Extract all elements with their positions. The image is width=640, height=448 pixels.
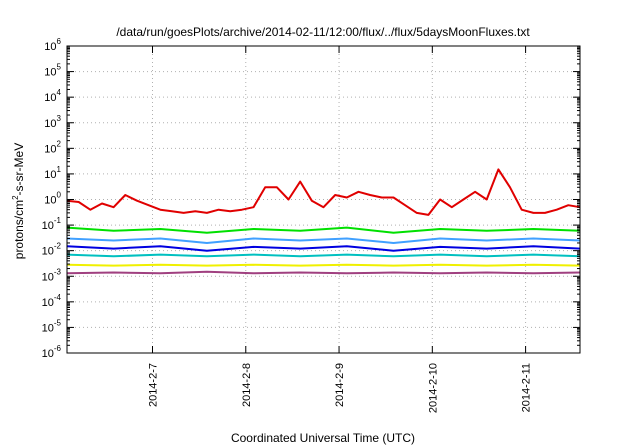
series-line-7	[66, 270, 581, 275]
y-tick-label: 100	[44, 191, 61, 207]
y-tick-label: 10-1	[42, 216, 62, 232]
y-tick-label: 10-2	[42, 242, 62, 258]
series-line-6	[66, 263, 581, 267]
y-tick-label: 10-4	[42, 293, 62, 309]
chart-title: /data/run/goesPlots/archive/2014-02-11/1…	[116, 25, 530, 39]
series-line-3	[66, 237, 581, 244]
x-tick-label: 2014-2-9	[334, 363, 346, 407]
plot-frame	[66, 45, 581, 354]
y-tick-label: 103	[44, 114, 61, 130]
y-tick-label: 10-6	[42, 344, 62, 360]
series-line-2	[66, 226, 581, 234]
x-axis-label: Coordinated Universal Time (UTC)	[231, 431, 415, 445]
x-tick-label: 2014-2-11	[521, 363, 533, 412]
axes: 10-6 10-5 10-4 10-3 10-2 10-1 100 101 102 103 104 1…	[42, 37, 581, 413]
y-tick-label: 10-5	[42, 318, 62, 334]
grid	[67, 46, 580, 353]
x-tick-label: 2014-2-7	[148, 363, 160, 407]
x-tick-label: 2014-2-8	[241, 363, 253, 407]
y-tick-label: 10-3	[42, 267, 62, 283]
y-axis-label: protons/cm2-s-sr-MeV	[11, 143, 26, 259]
series-line-1	[66, 168, 581, 216]
y-tick-label: 101	[44, 165, 61, 181]
series-line-4	[66, 245, 581, 252]
y-tick-label: 102	[44, 139, 61, 155]
y-tick-label: 105	[44, 63, 61, 79]
series-group	[66, 168, 581, 275]
y-tick-label: 104	[44, 88, 61, 104]
x-tick-label: 2014-2-10	[427, 363, 439, 413]
series-line-5	[66, 253, 581, 258]
y-tick-label: 106	[44, 37, 61, 53]
